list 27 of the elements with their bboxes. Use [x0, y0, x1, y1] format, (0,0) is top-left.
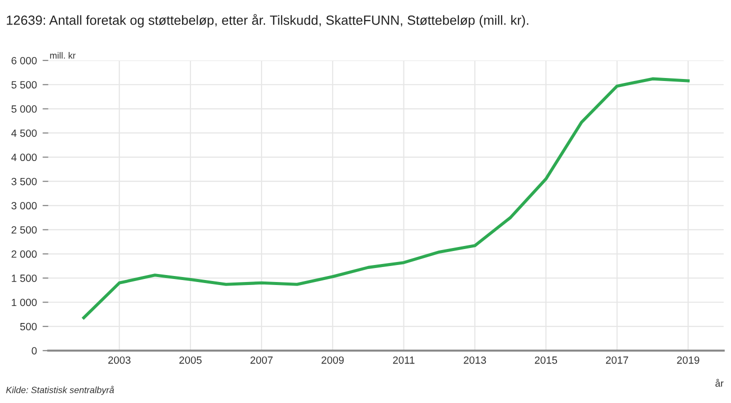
y-tick-label: 1 500 — [12, 274, 37, 282]
y-tick-label: 3 000 — [11, 202, 37, 210]
y-axis-title: mill. kr — [50, 52, 76, 59]
y-tick-label: 6 000 — [12, 56, 37, 64]
y-tick-label: 4 000 — [11, 154, 37, 162]
y-tick-label: 1 000 — [12, 298, 37, 306]
x-tick-label: 2009 — [322, 356, 344, 364]
x-tick-label: 2007 — [250, 356, 273, 364]
x-tick-label: 2005 — [179, 356, 202, 364]
x-axis-title: år — [715, 378, 724, 387]
chart-title: 12639: Antall foretak og støttebeløp, etter år. Tilskudd, SkatteFUNN, Støttebeløp (mill. kr). — [6, 14, 528, 28]
y-tick-label: 5 500 — [11, 81, 37, 89]
x-tick-label: 2015 — [534, 356, 558, 364]
y-tick-label: 500 — [20, 322, 37, 330]
y-tick-label: 0 — [32, 347, 37, 354]
y-tick-label: 3 500 — [11, 178, 37, 186]
text: Kilde: Statistisk sentralbyrå — [6, 386, 114, 395]
y-tick-label: 2 000 — [12, 250, 37, 258]
y-tick-label: 4 500 — [11, 129, 37, 137]
x-tick-label: 2019 — [677, 356, 700, 364]
x-tick-label: 2017 — [606, 356, 628, 364]
y-tick-label: 5 000 — [11, 105, 37, 113]
line-series — [82, 77, 690, 320]
y-tick-label: 2 500 — [12, 226, 37, 234]
x-tick-label: 2003 — [108, 356, 130, 364]
x-tick-label: 2011 — [393, 356, 414, 364]
x-tick-label: 2013 — [464, 356, 486, 364]
